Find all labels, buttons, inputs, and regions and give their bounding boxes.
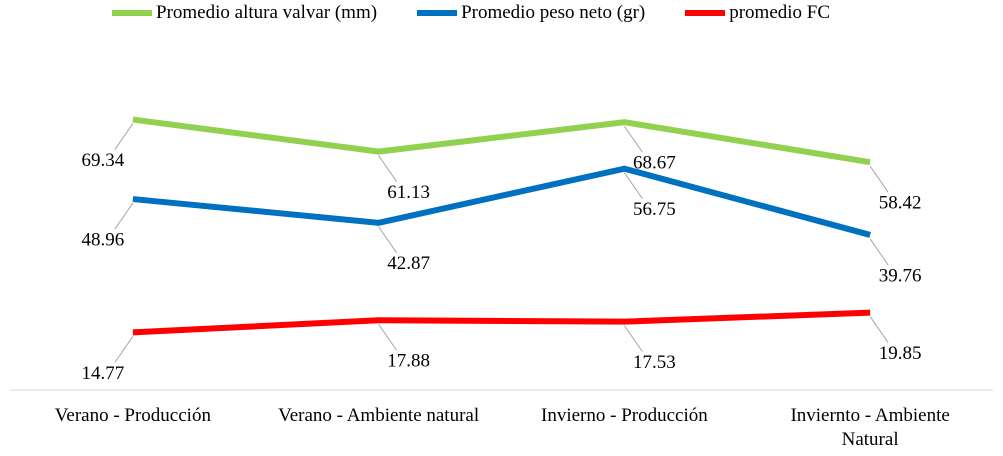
leader-line (114, 202, 134, 230)
line (132, 116, 871, 166)
leader-line (623, 125, 643, 153)
data-label: 19.85 (879, 343, 922, 364)
leader-line (114, 123, 134, 150)
data-label: 56.75 (633, 199, 676, 220)
leader-line (378, 323, 398, 351)
data-label: 69.34 (82, 150, 125, 171)
data-label: 17.88 (387, 351, 430, 372)
data-label: 39.76 (879, 265, 922, 286)
line (132, 165, 871, 238)
x-tick-label: Verano - Ambiente natural (278, 405, 480, 426)
x-tick-label: Verano - Producción (54, 405, 211, 426)
legend-entry: Promedio peso neto (gr) (417, 2, 645, 24)
leader-line (623, 172, 643, 199)
leader-line (623, 325, 643, 352)
legend-label: Promedio altura valvar (mm) (156, 2, 378, 23)
leader-line (869, 165, 889, 193)
data-label: 58.42 (879, 193, 922, 214)
leader-line (378, 226, 398, 254)
legend-entry: promedio FC (685, 2, 830, 24)
data-label: 48.96 (82, 229, 125, 250)
data-label: 42.87 (387, 253, 430, 274)
leader-line (114, 336, 134, 363)
leader-line (378, 155, 398, 182)
legend-swatch (685, 10, 726, 16)
legend: Promedio altura valvar (mm) Promedio peso… (112, 2, 830, 24)
data-label: 17.53 (633, 352, 676, 373)
data-label: 68.67 (633, 153, 676, 174)
legend-swatch (112, 10, 152, 16)
x-tick-label: Invierno - Producción (541, 405, 708, 426)
data-label: 61.13 (387, 182, 430, 203)
data-label: 14.77 (82, 363, 125, 384)
legend-swatch (417, 10, 458, 16)
leader-line (869, 238, 889, 266)
legend-entry: Promedio altura valvar (mm) (112, 2, 377, 24)
leader-line (869, 316, 889, 343)
x-tick-label: Inviernto - Ambiente Natural (790, 405, 950, 450)
legend-label: promedio FC (729, 2, 831, 23)
legend-label: Promedio peso neto (gr) (461, 2, 646, 23)
line (132, 309, 871, 336)
